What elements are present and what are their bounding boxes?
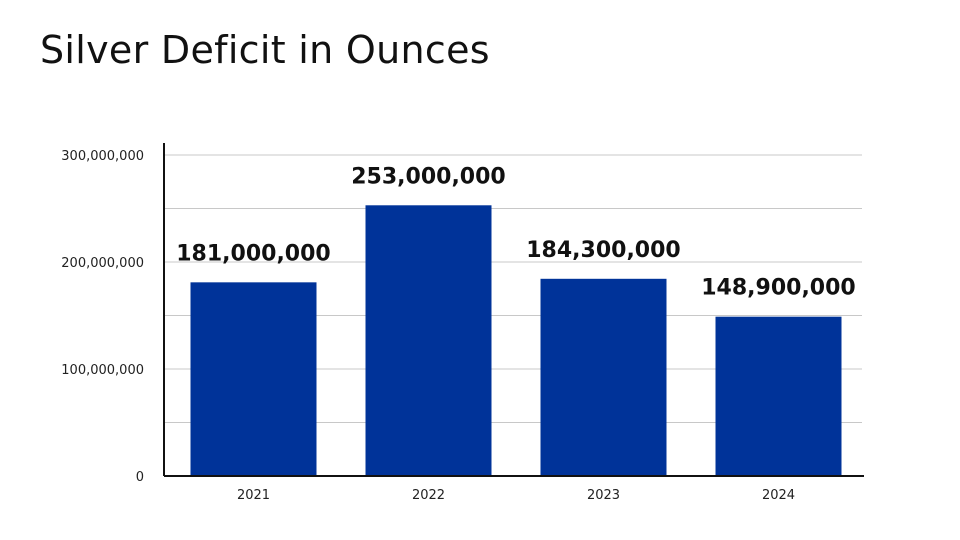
y-tick-label: 100,000,000 — [61, 363, 144, 378]
y-tick-label: 0 — [136, 470, 144, 485]
bars — [190, 205, 842, 477]
bar-2023 — [540, 278, 667, 476]
x-axis-ticks: 2021 2022 2023 2024 — [237, 488, 795, 503]
data-labels: 181,000,000 253,000,000 184,300,000 148,900… — [176, 164, 855, 300]
x-tick-label-2022: 2022 — [412, 488, 445, 503]
x-tick-label-2023: 2023 — [587, 488, 620, 503]
data-label-2024: 148,900,000 — [701, 276, 855, 301]
data-label-2023: 184,300,000 — [526, 238, 680, 263]
x-tick-label-2024: 2024 — [762, 488, 795, 503]
bar-2021 — [190, 282, 317, 476]
chart-title: Silver Deficit in Ounces — [40, 28, 490, 72]
data-label-2022: 253,000,000 — [351, 164, 505, 189]
bar-2024 — [715, 316, 842, 476]
y-tick-label: 200,000,000 — [61, 256, 144, 271]
data-label-2021: 181,000,000 — [176, 241, 330, 266]
x-tick-label-2021: 2021 — [237, 488, 270, 503]
bar-2022 — [365, 205, 492, 477]
y-tick-label: 300,000,000 — [61, 149, 144, 164]
y-axis-ticks: 0 100,000,000 200,000,000 300,000,000 — [61, 149, 144, 485]
